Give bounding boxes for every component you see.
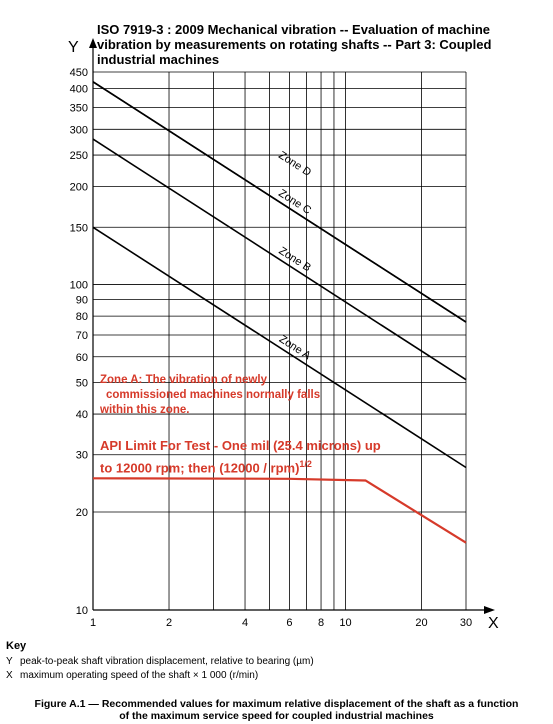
key-heading: Key: [6, 640, 27, 652]
zone-a-note: Zone A: The vibration of newly commissio…: [100, 373, 320, 418]
series-line-zone-d: [92, 81, 467, 323]
y-tick-label: 150: [70, 222, 88, 234]
x-tick-label: 10: [339, 617, 351, 629]
x-tick-label: 8: [318, 617, 324, 629]
y-tick-label: 70: [76, 330, 88, 342]
y-axis-label: Y: [68, 39, 79, 56]
y-tick-label: 20: [76, 507, 88, 519]
y-tick-label: 200: [70, 182, 88, 194]
x-axis-label: X: [488, 615, 499, 632]
zone-a-note-line2: commissioned machines normally falls: [106, 389, 321, 401]
y-tick-label: 90: [76, 294, 88, 306]
key-x-text: maximum operating speed of the shaft × 1…: [20, 670, 259, 681]
y-tick-label: 10: [76, 605, 88, 617]
series-label: Zone D: [276, 149, 313, 179]
y-tick-label: 350: [70, 103, 88, 115]
x-tick-label: 1: [90, 617, 96, 629]
api-limit-note: API Limit For Test - One mil (25.4 micro…: [100, 437, 381, 477]
y-tick-label: 80: [76, 311, 88, 323]
series-line-api: [92, 477, 467, 544]
y-tick-label: 250: [70, 150, 88, 162]
api-note-line2-wrap: to 12000 rpm; then (12000 / rpm)1/2: [100, 455, 381, 477]
x-tick-label: 4: [242, 617, 248, 629]
y-tick-label: 300: [70, 124, 88, 136]
api-note-line1: API Limit For Test - One mil (25.4 micro…: [100, 438, 381, 453]
x-tick-label: 6: [286, 617, 292, 629]
zone-a-note-line1: Zone A: The vibration of newly: [100, 374, 267, 386]
y-tick-label: 400: [70, 84, 88, 96]
x-tick-label: 2: [166, 617, 172, 629]
series-line-zone-b: [92, 138, 467, 381]
caption-line2: of the maximum service speed for coupled…: [119, 710, 434, 722]
series-line-zone-a: [92, 226, 467, 469]
x-tick-label: 30: [460, 617, 472, 629]
key-y-text: peak-to-peak shaft vibration displacemen…: [20, 656, 314, 667]
caption-line1: Figure A.1 — Recommended values for maxi…: [34, 698, 519, 710]
figure-caption: Figure A.1 — Recommended values for maxi…: [0, 698, 553, 722]
series-lines: [92, 81, 467, 544]
y-tick-label: 50: [76, 378, 88, 390]
api-note-line2: to 12000 rpm; then (12000 / rpm): [100, 460, 300, 476]
axes: [89, 38, 495, 614]
y-tick-label: 40: [76, 409, 88, 421]
x-axis-arrow: [484, 606, 495, 614]
y-tick-label: 450: [70, 67, 88, 79]
key-y-symbol: Y: [6, 656, 13, 667]
key-x-symbol: X: [6, 670, 13, 681]
y-tick-label: 100: [70, 280, 88, 292]
tick-labels: Y X 10 20 30 40 50 60 70 80 90 100 150 200 250 300 350 40…: [68, 39, 499, 632]
y-tick-label: 30: [76, 450, 88, 462]
chart-title: ISO 7919-3 : 2009 Mechanical vibration -…: [97, 22, 492, 67]
y-tick-label: 60: [76, 352, 88, 364]
x-tick-label: 20: [415, 617, 427, 629]
api-note-exponent: 1/2: [299, 459, 312, 469]
zone-a-note-line3: within this zone.: [100, 404, 190, 416]
y-axis-arrow: [89, 38, 97, 48]
